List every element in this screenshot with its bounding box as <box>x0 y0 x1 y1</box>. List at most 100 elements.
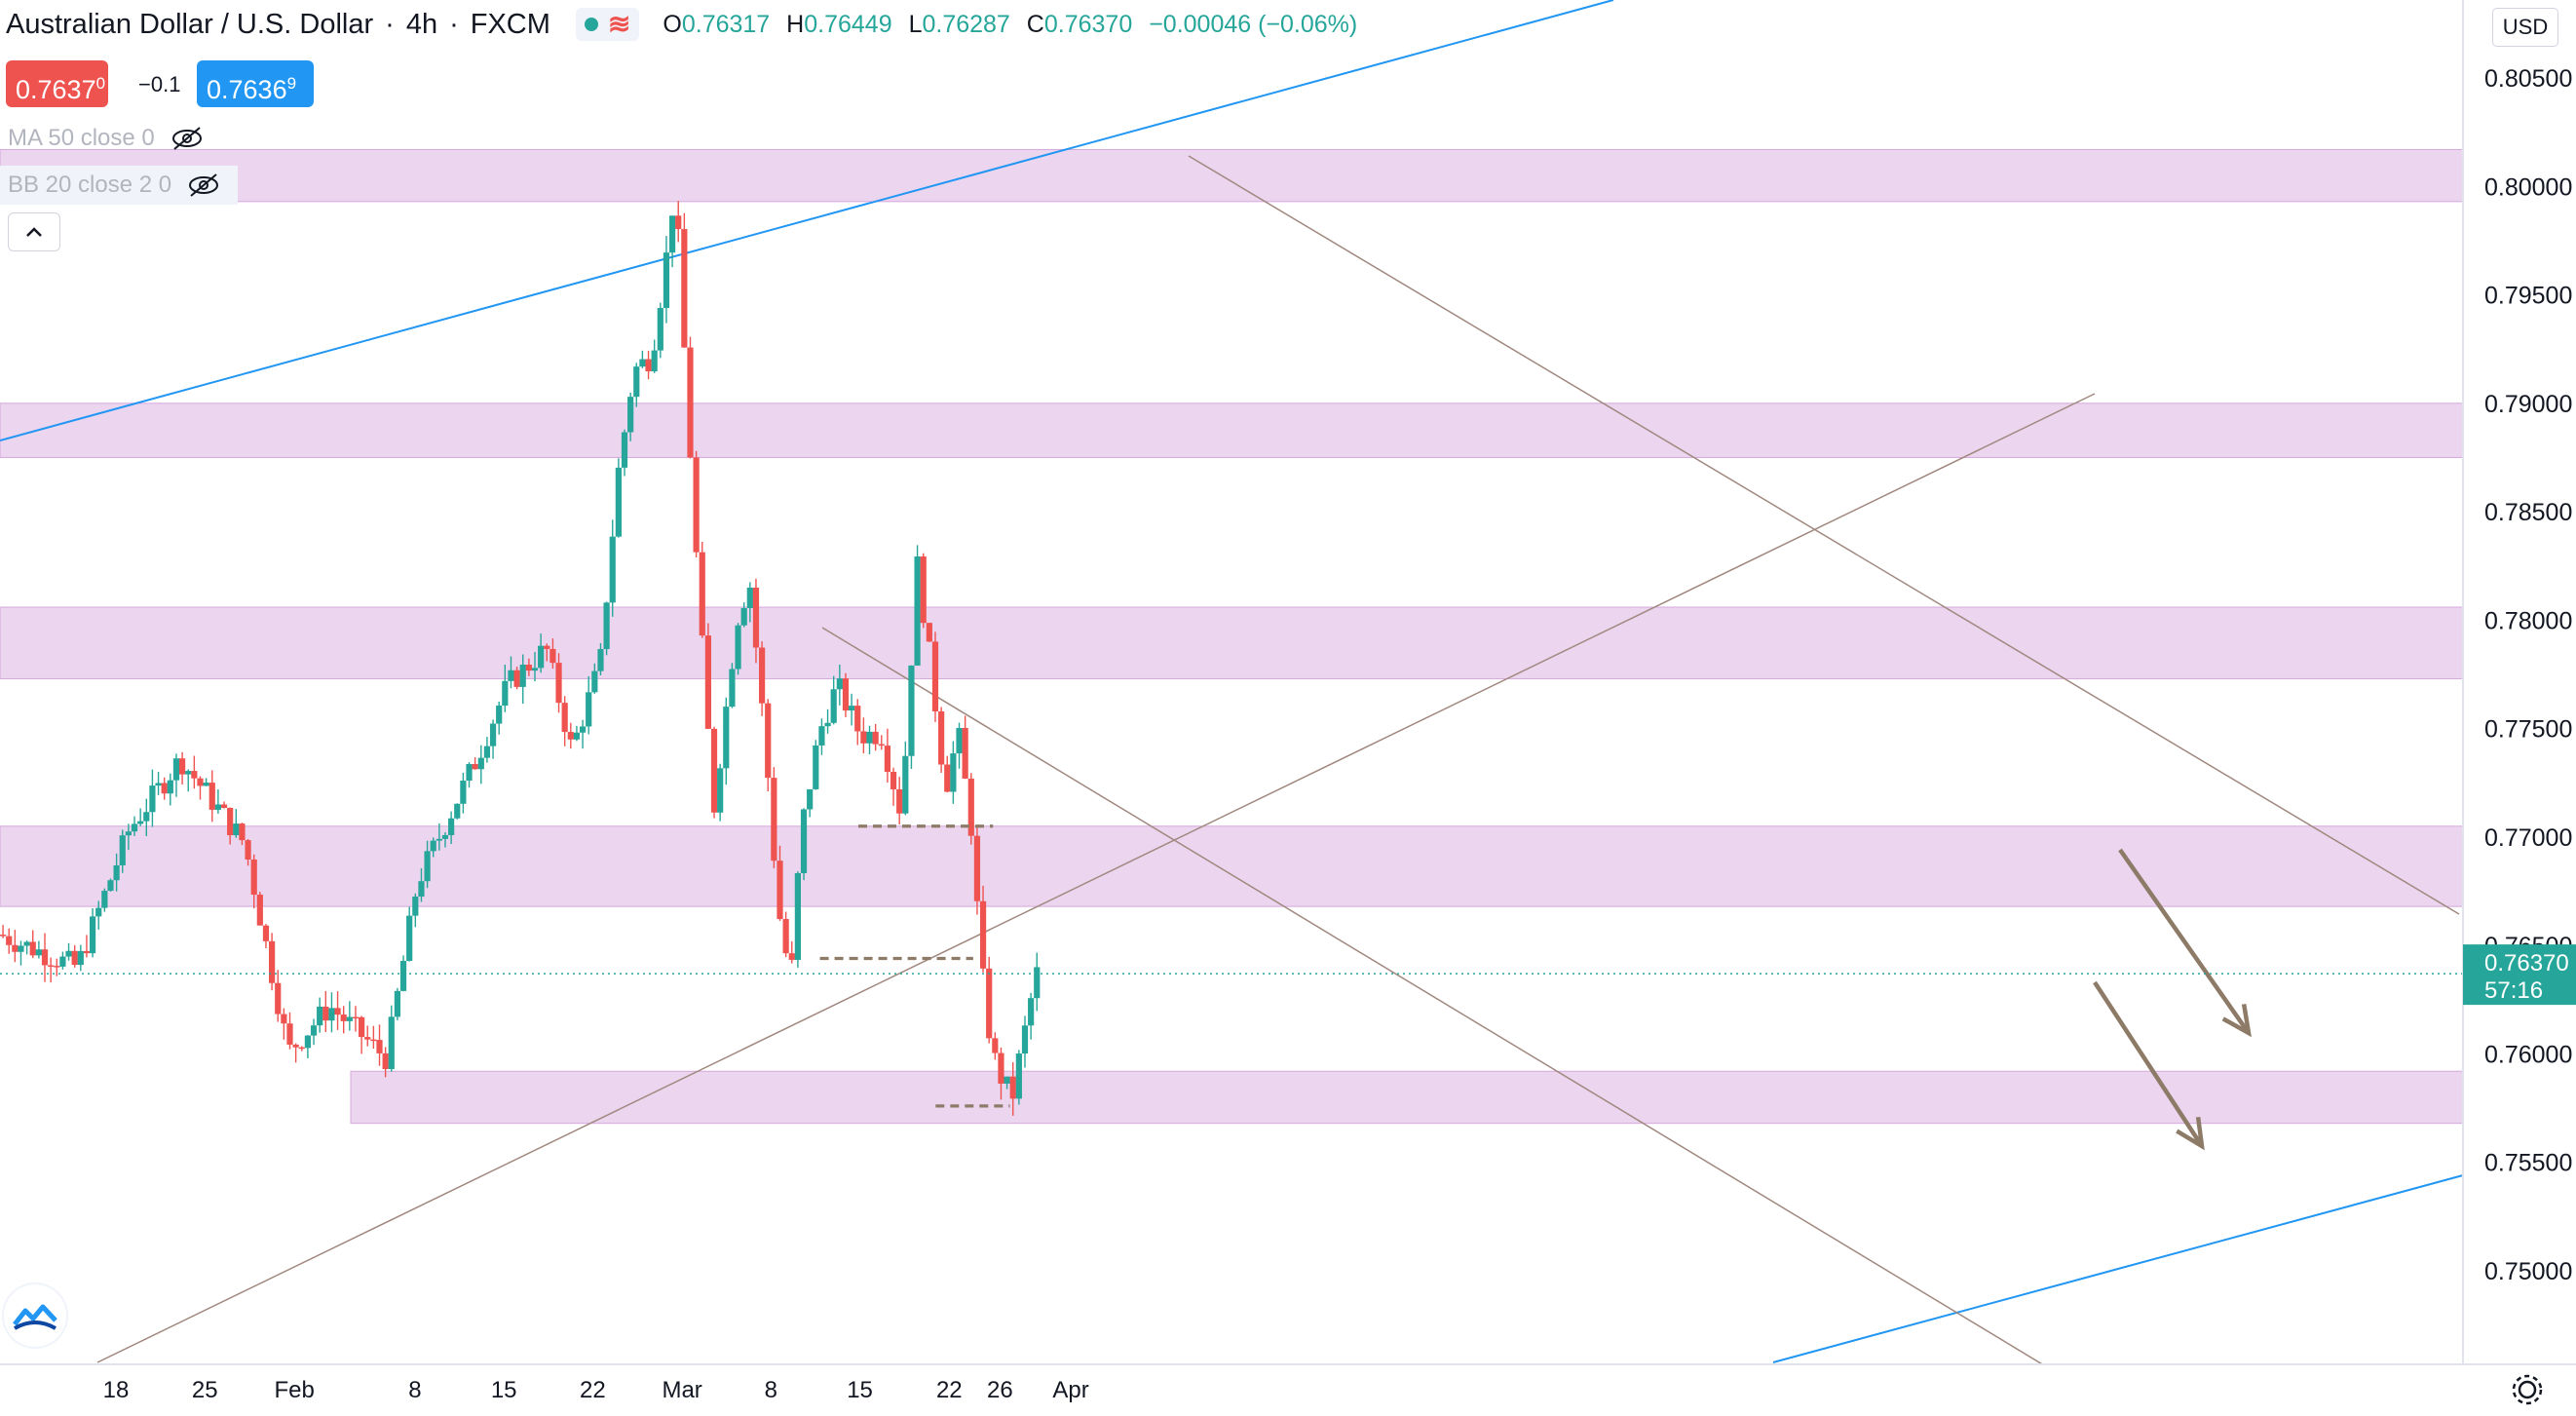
candle-body <box>586 692 592 727</box>
currency-button[interactable]: USD <box>2492 8 2558 47</box>
collapse-legend-button[interactable] <box>8 212 60 251</box>
candle-body <box>6 936 13 945</box>
resistance-zone <box>0 148 2464 203</box>
resistance-zone <box>350 1070 2464 1125</box>
candle <box>729 663 736 708</box>
candle <box>220 801 228 809</box>
candle <box>591 663 598 694</box>
candle <box>586 675 592 735</box>
candle <box>508 656 514 689</box>
candle-body <box>454 803 461 819</box>
candle-body <box>250 859 257 896</box>
candle <box>758 641 766 716</box>
candle <box>472 757 478 770</box>
candle <box>59 951 66 970</box>
candle <box>890 767 897 806</box>
candle <box>1009 1061 1016 1116</box>
arrow-head <box>2221 1004 2252 1038</box>
candle <box>227 807 234 845</box>
candle-body <box>657 308 663 351</box>
candle <box>275 970 282 1022</box>
candle-body <box>477 757 484 770</box>
candle <box>567 722 574 749</box>
candle <box>172 753 180 797</box>
candle-body <box>668 215 676 253</box>
open-value: 0.76317 <box>681 10 771 38</box>
candle <box>920 553 927 629</box>
candle-body <box>573 732 581 740</box>
candle-body <box>591 670 598 693</box>
candle <box>394 987 401 1020</box>
low-value: 0.76287 <box>922 10 1010 38</box>
logo-mark <box>13 1304 57 1330</box>
candle <box>896 777 903 824</box>
candle-body <box>842 678 850 711</box>
candle <box>107 878 114 892</box>
gear-icon[interactable] <box>2508 1370 2547 1409</box>
bar-countdown-label: 57:16 <box>2484 977 2543 1004</box>
candle-body <box>878 744 885 746</box>
interval-label[interactable]: 4h <box>405 8 438 40</box>
candle-body <box>441 834 449 839</box>
forecast-arrow[interactable] <box>2093 980 2205 1151</box>
candle <box>35 940 42 959</box>
candle-body <box>83 950 91 954</box>
eye-off-icon[interactable] <box>170 126 204 151</box>
chevron-up-icon <box>26 227 42 237</box>
candle-body <box>472 763 478 770</box>
time-tick-label: Mar <box>662 1377 701 1403</box>
indicator-bb[interactable]: BB 20 close 2 0 <box>0 166 239 205</box>
candle-body <box>346 1016 353 1021</box>
candle <box>639 350 646 368</box>
buy-button[interactable]: 0.76369 <box>197 60 314 107</box>
candle <box>119 829 126 873</box>
tradingview-logo-icon[interactable] <box>4 1284 66 1347</box>
lower-blue-trendline[interactable] <box>1772 1174 2464 1363</box>
forecast-arrow[interactable] <box>2118 848 2252 1038</box>
candle <box>675 201 682 243</box>
candle-body <box>113 864 120 881</box>
candle <box>77 944 84 972</box>
price-tick-label: 0.78000 <box>2484 607 2572 634</box>
candle-body <box>830 689 837 723</box>
upper-blue-trendline[interactable] <box>0 0 1614 441</box>
candle <box>460 772 467 814</box>
candle <box>71 944 78 968</box>
channel-trendline[interactable] <box>821 627 2092 1395</box>
sell-button[interactable]: 0.76370 <box>6 60 108 107</box>
candle-body <box>866 731 873 744</box>
candle <box>346 1001 353 1031</box>
candle-body <box>370 1039 377 1042</box>
candle <box>370 1025 377 1050</box>
candle-body <box>131 823 138 832</box>
candle <box>531 652 539 682</box>
indicator-ma[interactable]: MA 50 close 0 <box>0 119 221 158</box>
candle <box>519 654 526 705</box>
candle <box>304 1035 312 1058</box>
candle-body <box>161 783 168 794</box>
candle-body <box>262 925 270 941</box>
candle <box>12 930 19 963</box>
candle-body <box>645 359 652 372</box>
candle <box>872 723 879 751</box>
candle <box>782 911 789 958</box>
symbol-title[interactable]: Australian Dollar / U.S. Dollar <box>6 8 374 40</box>
candle <box>704 623 711 730</box>
candle-body <box>758 647 766 704</box>
descending-trendline[interactable] <box>1188 155 2460 915</box>
ascending-trendline[interactable] <box>96 393 2096 1363</box>
market-status[interactable]: ≋ <box>575 8 640 41</box>
candle-body <box>286 1023 293 1045</box>
candle <box>322 990 329 1032</box>
candle <box>967 773 974 845</box>
candle <box>1021 1015 1029 1068</box>
indicator-ma-label: MA 50 close 0 <box>8 125 155 151</box>
candle-body <box>125 831 132 836</box>
candle-body <box>735 625 741 670</box>
candle <box>352 1006 360 1032</box>
candle-body <box>35 949 42 956</box>
candle-body <box>956 727 963 754</box>
eye-off-icon[interactable] <box>187 172 220 198</box>
